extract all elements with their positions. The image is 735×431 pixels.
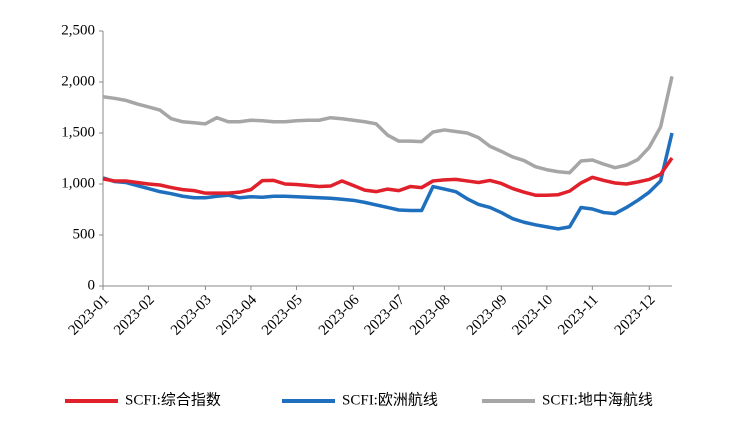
series-line bbox=[102, 156, 674, 197]
x-tick-label: 2023-09 bbox=[464, 292, 511, 339]
x-tick-label: 2023-05 bbox=[259, 292, 306, 339]
x-tick-label: 2023-03 bbox=[168, 292, 215, 339]
x-tick-label: 2023-02 bbox=[111, 292, 158, 339]
x-tick-label: 2023-07 bbox=[361, 292, 408, 339]
legend-label: SCFI:综合指数 bbox=[125, 391, 221, 408]
legend-label: SCFI:欧洲航线 bbox=[342, 391, 438, 408]
series-line bbox=[102, 76, 674, 175]
y-tick-label: 0 bbox=[88, 277, 96, 293]
series-line bbox=[102, 132, 674, 231]
legend-label: SCFI:地中海航线 bbox=[542, 391, 653, 408]
x-tick-label: 2023-06 bbox=[316, 292, 363, 339]
y-tick-label: 1,000 bbox=[61, 175, 95, 191]
y-tick-label: 2,500 bbox=[61, 22, 95, 38]
y-tick-label: 1,500 bbox=[61, 124, 95, 140]
y-tick-label: 2,000 bbox=[61, 73, 95, 89]
x-tick-label: 2023-12 bbox=[612, 292, 659, 339]
x-tick-label: 2023-04 bbox=[214, 292, 261, 339]
x-tick-label: 2023-01 bbox=[66, 292, 113, 339]
y-tick-label: 500 bbox=[73, 226, 96, 242]
x-tick-label: 2023-10 bbox=[509, 292, 556, 339]
x-tick-label: 2023-08 bbox=[407, 292, 454, 339]
x-tick-label: 2023-11 bbox=[555, 292, 601, 338]
